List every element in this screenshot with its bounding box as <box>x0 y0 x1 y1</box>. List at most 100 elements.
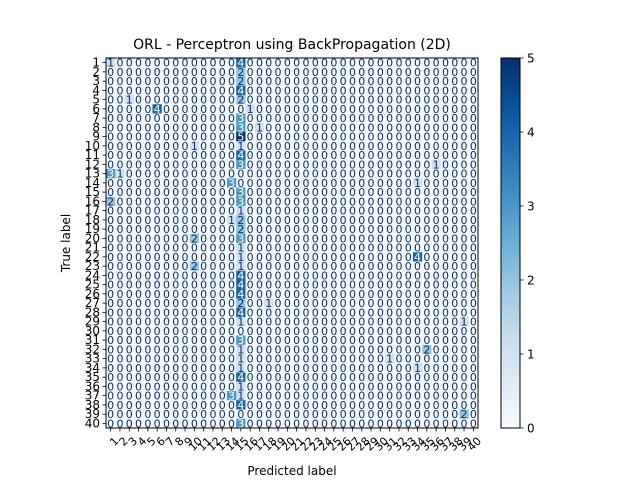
matrix-cell <box>236 391 246 401</box>
matrix-cell <box>199 95 209 105</box>
matrix-cell <box>301 67 311 77</box>
matrix-cell <box>459 372 469 383</box>
matrix-cell <box>440 132 451 142</box>
matrix-cell <box>450 113 460 124</box>
matrix-cell <box>152 381 163 392</box>
matrix-cell-value: 0 <box>265 380 272 393</box>
matrix-cell <box>254 372 265 383</box>
matrix-cell-value: 0 <box>451 297 458 310</box>
matrix-cell-value: 0 <box>321 205 328 218</box>
matrix-cell <box>301 196 311 207</box>
matrix-cell <box>143 418 153 429</box>
matrix-cell <box>310 169 321 179</box>
matrix-cell-value: 0 <box>470 205 477 218</box>
matrix-cell <box>245 113 256 124</box>
matrix-cell-value: 0 <box>349 260 356 273</box>
matrix-cell <box>422 169 432 179</box>
matrix-cell <box>422 280 432 290</box>
matrix-cell-value: 0 <box>405 380 412 393</box>
matrix-cell <box>133 335 144 346</box>
matrix-cell-value: 0 <box>368 288 375 301</box>
matrix-cell <box>226 243 237 253</box>
matrix-cell <box>236 196 246 207</box>
matrix-cell-value: 0 <box>209 158 216 171</box>
matrix-cell <box>189 243 200 253</box>
matrix-cell-value: 0 <box>414 260 421 273</box>
matrix-cell <box>357 317 367 327</box>
matrix-cell-value: 0 <box>423 84 430 97</box>
matrix-cell-value: 0 <box>265 186 272 199</box>
matrix-cell <box>366 243 376 253</box>
matrix-cell <box>245 409 256 420</box>
matrix-cell <box>236 317 246 327</box>
matrix-cell-value: 0 <box>358 260 365 273</box>
matrix-cell-value: 0 <box>144 205 151 218</box>
matrix-cells <box>106 58 479 429</box>
matrix-cell-value: 0 <box>340 288 347 301</box>
matrix-cell <box>226 289 237 299</box>
matrix-cell <box>375 363 386 373</box>
matrix-cell-value: 0 <box>284 177 291 190</box>
matrix-cell-value: 0 <box>256 158 263 171</box>
matrix-cell <box>468 335 479 346</box>
matrix-cell-value: 0 <box>423 371 430 384</box>
matrix-cell-value: 0 <box>461 399 468 412</box>
matrix-cell-value: 0 <box>340 316 347 329</box>
matrix-cell-value: 1 <box>461 316 468 329</box>
matrix-cell-value: 0 <box>284 112 291 125</box>
matrix-cell-value: 0 <box>116 288 123 301</box>
matrix-cell-value: 0 <box>321 103 328 116</box>
matrix-cell <box>338 335 349 346</box>
matrix-cell-value: 0 <box>191 66 198 79</box>
matrix-cell <box>115 58 125 68</box>
colorbar-tick-label: 1 <box>527 348 535 362</box>
matrix-cell <box>459 252 469 262</box>
matrix-cell <box>468 409 479 420</box>
matrix-cell <box>106 391 116 401</box>
matrix-cell-value: 0 <box>154 112 161 125</box>
matrix-cell-value: 0 <box>182 325 189 338</box>
matrix-cell <box>124 169 135 179</box>
matrix-cell <box>189 169 200 179</box>
x-axis-label: Predicted label <box>247 464 336 478</box>
matrix-cell <box>180 354 190 364</box>
matrix-cell <box>217 95 228 105</box>
matrix-cell-value: 0 <box>126 57 133 70</box>
matrix-cell-value: 0 <box>182 214 189 227</box>
matrix-cell <box>282 270 293 281</box>
matrix-cell <box>357 85 367 96</box>
matrix-cell-value: 0 <box>284 306 291 319</box>
matrix-cell <box>115 344 125 355</box>
matrix-cell <box>226 122 237 133</box>
matrix-cell-value: 0 <box>275 121 282 134</box>
matrix-cell-value: 0 <box>451 112 458 125</box>
matrix-cell <box>329 391 339 401</box>
matrix-cell <box>282 409 293 420</box>
matrix-cell-value: 0 <box>377 205 384 218</box>
matrix-cell <box>273 252 283 262</box>
matrix-cell <box>310 317 321 327</box>
matrix-cell-value: 0 <box>126 131 133 144</box>
matrix-cell <box>208 307 218 318</box>
matrix-cell-value: 0 <box>470 399 477 412</box>
matrix-cell-value: 0 <box>219 334 226 347</box>
matrix-cell-value: 0 <box>312 417 319 430</box>
matrix-cell <box>422 58 432 68</box>
matrix-cell <box>468 132 479 142</box>
matrix-cell-value: 0 <box>107 94 114 107</box>
matrix-cell-value: 0 <box>154 288 161 301</box>
matrix-cell <box>189 270 200 281</box>
matrix-cell-value: 0 <box>321 121 328 134</box>
matrix-cell <box>385 233 395 244</box>
matrix-cell <box>292 113 302 124</box>
matrix-cell-value: 0 <box>200 186 207 199</box>
matrix-cell <box>422 400 432 410</box>
matrix-cell-value: 0 <box>302 269 309 282</box>
matrix-cell-value: 0 <box>163 343 170 356</box>
matrix-cell-value: 0 <box>461 343 468 356</box>
matrix-cell <box>422 344 432 355</box>
matrix-cell-value: 0 <box>191 112 198 125</box>
matrix-cell <box>282 85 293 96</box>
matrix-cell-value: 0 <box>358 399 365 412</box>
matrix-cell-value: 0 <box>395 195 402 208</box>
